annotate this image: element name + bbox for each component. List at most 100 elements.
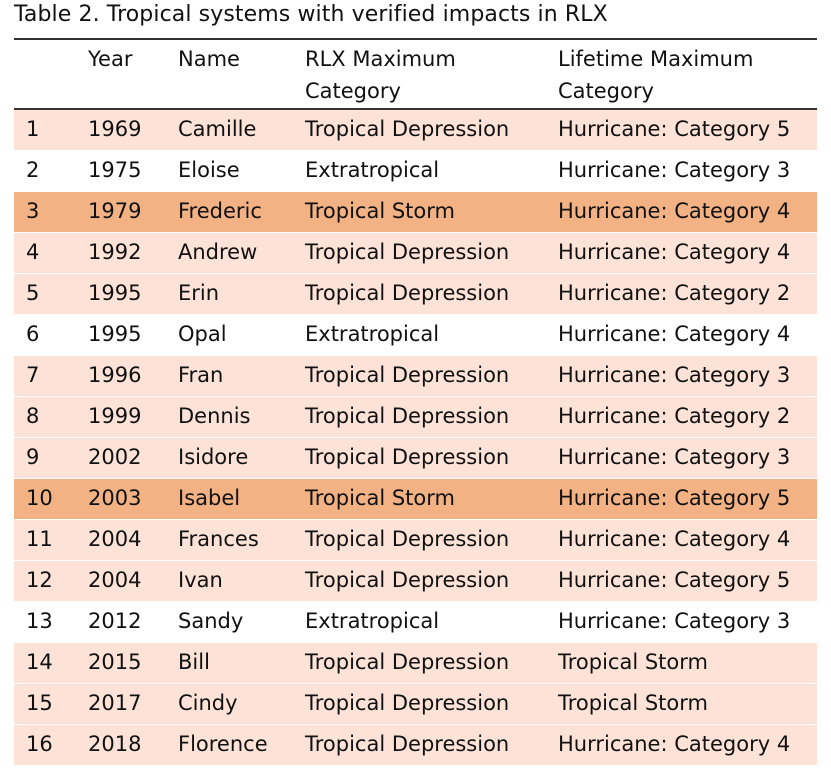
table-row: 13 2012 Sandy Extratropical Hurricane: Categ…: [14, 602, 817, 643]
row-rlx-category: Tropical Depression: [305, 117, 510, 141]
row-name: Frederic: [178, 199, 262, 223]
row-year: 1995: [88, 322, 142, 346]
row-lifetime-category: Hurricane: Category 4: [558, 527, 791, 551]
row-number: 11: [26, 527, 53, 551]
tropical-systems-table: Year Name RLX Maximum Category Lifetime …: [14, 38, 817, 766]
table-row: 6 1995 Opal Extratropical Hurricane: Categor…: [14, 315, 817, 356]
row-rlx-category: Tropical Depression: [305, 281, 510, 305]
row-number: 2: [26, 158, 40, 182]
table-body: 1 1969 Camille Tropical Depression Hurricane…: [14, 110, 817, 766]
row-lifetime-category: Hurricane: Category 4: [558, 199, 791, 223]
row-name: Isabel: [178, 486, 241, 510]
row-year: 2002: [88, 445, 142, 469]
row-number: 10: [26, 486, 53, 510]
row-year: 2003: [88, 486, 142, 510]
row-rlx-category: Tropical Storm: [305, 486, 455, 510]
row-rlx-category: Tropical Depression: [305, 732, 510, 756]
row-number: 9: [26, 445, 40, 469]
row-number: 6: [26, 322, 40, 346]
row-number: 5: [26, 281, 40, 305]
table-header-row: Year Name RLX Maximum Category Lifetime …: [14, 40, 817, 110]
row-year: 2015: [88, 650, 142, 674]
row-lifetime-category: Hurricane: Category 4: [558, 322, 791, 346]
row-name: Florence: [178, 732, 268, 756]
table-row: 4 1992 Andrew Tropical Depression Hurricane:…: [14, 233, 817, 274]
row-rlx-category: Extratropical: [305, 322, 440, 346]
row-lifetime-category: Hurricane: Category 5: [558, 568, 791, 592]
row-name: Frances: [178, 527, 259, 551]
header-lifetime-maximum-category: Lifetime Maximum Category: [558, 47, 754, 103]
row-lifetime-category: Hurricane: Category 5: [558, 117, 791, 141]
row-lifetime-category: Hurricane: Category 4: [558, 240, 791, 264]
row-lifetime-category: Hurricane: Category 2: [558, 404, 791, 428]
table-row: 8 1999 Dennis Tropical Depression Hurricane:…: [14, 397, 817, 438]
row-name: Dennis: [178, 404, 251, 428]
row-number: 7: [26, 363, 40, 387]
row-name: Bill: [178, 650, 210, 674]
row-rlx-category: Tropical Depression: [305, 650, 510, 674]
row-year: 2017: [88, 691, 142, 715]
row-number: 1: [26, 117, 40, 141]
row-name: Erin: [178, 281, 220, 305]
row-number: 8: [26, 404, 40, 428]
row-rlx-category: Tropical Depression: [305, 363, 510, 387]
row-name: Opal: [178, 322, 227, 346]
row-number: 12: [26, 568, 53, 592]
table-row: 2 1975 Eloise Extratropical Hurricane: Categ…: [14, 151, 817, 192]
row-lifetime-category: Hurricane: Category 3: [558, 609, 791, 633]
row-name: Cindy: [178, 691, 238, 715]
row-number: 14: [26, 650, 53, 674]
row-lifetime-category: Hurricane: Category 2: [558, 281, 791, 305]
row-year: 1992: [88, 240, 142, 264]
row-name: Isidore: [178, 445, 249, 469]
row-name: Camille: [178, 117, 257, 141]
row-year: 1995: [88, 281, 142, 305]
row-year: 1975: [88, 158, 142, 182]
row-year: 2004: [88, 527, 142, 551]
row-name: Fran: [178, 363, 224, 387]
row-rlx-category: Tropical Storm: [305, 199, 455, 223]
row-rlx-category: Extratropical: [305, 609, 440, 633]
row-lifetime-category: Tropical Storm: [558, 691, 708, 715]
row-rlx-category: Extratropical: [305, 158, 440, 182]
row-name: Eloise: [178, 158, 240, 182]
row-year: 1969: [88, 117, 142, 141]
header-year: Year: [88, 47, 133, 71]
table-row: 10 2003 Isabel Tropical Storm Hurricane: Cat…: [14, 479, 817, 520]
table-row: 12 2004 Ivan Tropical Depression Hurricane: …: [14, 561, 817, 602]
table-row: 5 1995 Erin Tropical Depression Hurricane: C…: [14, 274, 817, 315]
row-rlx-category: Tropical Depression: [305, 240, 510, 264]
row-lifetime-category: Hurricane: Category 3: [558, 158, 791, 182]
row-rlx-category: Tropical Depression: [305, 445, 510, 469]
row-year: 2004: [88, 568, 142, 592]
row-number: 16: [26, 732, 53, 756]
row-year: 1996: [88, 363, 142, 387]
table-row: 3 1979 Frederic Tropical Storm Hurricane: Ca…: [14, 192, 817, 233]
row-rlx-category: Tropical Depression: [305, 404, 510, 428]
table-row: 15 2017 Cindy Tropical Depression Tropical S…: [14, 684, 817, 725]
table-row: 11 2004 Frances Tropical Depression Hurrican…: [14, 520, 817, 561]
row-name: Andrew: [178, 240, 258, 264]
row-lifetime-category: Tropical Storm: [558, 650, 708, 674]
row-year: 1999: [88, 404, 142, 428]
row-name: Ivan: [178, 568, 223, 592]
header-rlx-maximum-category: RLX Maximum Category: [305, 47, 456, 103]
row-lifetime-category: Hurricane: Category 5: [558, 486, 791, 510]
row-lifetime-category: Hurricane: Category 4: [558, 732, 791, 756]
row-name: Sandy: [178, 609, 244, 633]
row-rlx-category: Tropical Depression: [305, 527, 510, 551]
header-name: Name: [178, 47, 240, 71]
table-row: 16 2018 Florence Tropical Depression Hurrica…: [14, 725, 817, 766]
row-year: 2018: [88, 732, 142, 756]
table-row: 7 1996 Fran Tropical Depression Hurricane: C…: [14, 356, 817, 397]
row-number: 3: [26, 199, 40, 223]
table-row: 9 2002 Isidore Tropical Depression Hurricane…: [14, 438, 817, 479]
row-rlx-category: Tropical Depression: [305, 691, 510, 715]
row-rlx-category: Tropical Depression: [305, 568, 510, 592]
row-lifetime-category: Hurricane: Category 3: [558, 363, 791, 387]
table-caption: Table 2. Tropical systems with verified …: [14, 2, 608, 27]
table-row: 14 2015 Bill Tropical Depression Tropical St…: [14, 643, 817, 684]
row-lifetime-category: Hurricane: Category 3: [558, 445, 791, 469]
row-year: 1979: [88, 199, 142, 223]
row-number: 4: [26, 240, 40, 264]
